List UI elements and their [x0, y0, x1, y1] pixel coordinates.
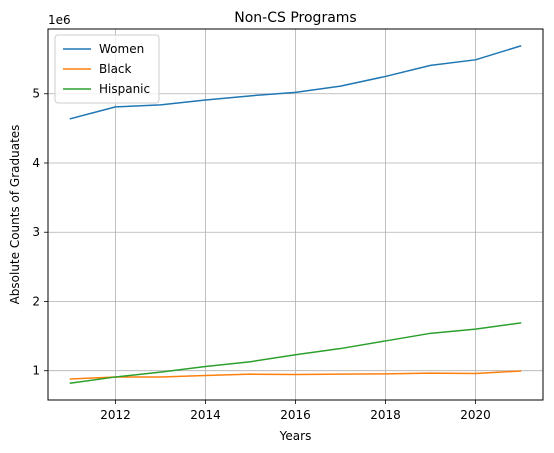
axis-ticks: 2012 2014 2016 2018 2020 1 2 3 4 5	[32, 87, 490, 422]
series-lines	[69, 45, 522, 385]
x-tick-label: 2020	[460, 408, 491, 422]
x-tick-label: 2018	[370, 408, 401, 422]
y-axis-label: Absolute Counts of Graduates	[8, 125, 22, 305]
series-line-black	[69, 370, 522, 380]
legend-box	[54, 34, 160, 104]
y-tick-label: 4	[32, 156, 40, 170]
x-tick-label: 2016	[280, 408, 311, 422]
y-offset-label: 1e6	[48, 13, 71, 27]
chart-title: Non-CS Programs	[234, 10, 356, 26]
x-axis-label: Years	[279, 429, 312, 443]
x-tick-label: 2012	[100, 408, 131, 422]
y-tick-label: 5	[32, 87, 40, 101]
grid-lines	[48, 29, 543, 400]
x-tick-label: 2014	[190, 408, 221, 422]
legend-label-black: Black	[99, 62, 132, 76]
series-line-women	[69, 45, 522, 120]
legend-label-hispanic: Hispanic	[99, 82, 150, 96]
y-tick-label: 2	[32, 294, 40, 308]
legend-label-women: Women	[99, 42, 144, 56]
y-tick-label: 3	[32, 225, 40, 239]
series-line-hispanic	[69, 322, 522, 385]
y-tick-label: 1	[32, 364, 40, 378]
legend: Women Black Hispanic	[54, 34, 160, 104]
